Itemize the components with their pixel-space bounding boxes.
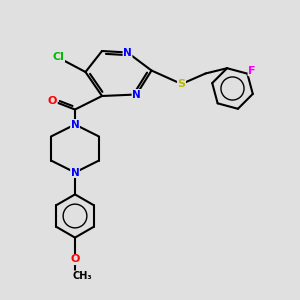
Text: O: O bbox=[70, 254, 80, 265]
Text: O: O bbox=[48, 95, 57, 106]
Text: N: N bbox=[132, 89, 141, 100]
Text: F: F bbox=[248, 66, 256, 76]
Text: N: N bbox=[70, 119, 80, 130]
Text: S: S bbox=[178, 79, 185, 89]
Text: N: N bbox=[70, 167, 80, 178]
Text: CH₃: CH₃ bbox=[73, 271, 92, 281]
Text: Cl: Cl bbox=[52, 52, 64, 62]
Text: N: N bbox=[123, 47, 132, 58]
